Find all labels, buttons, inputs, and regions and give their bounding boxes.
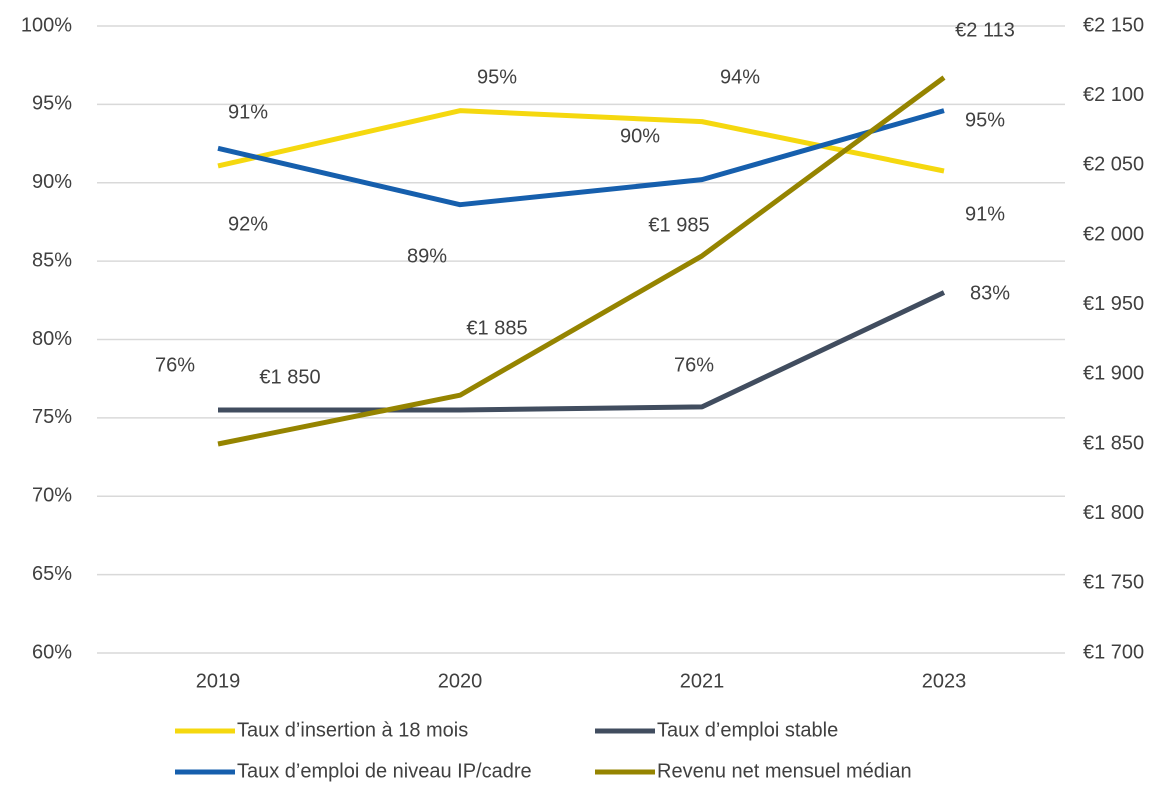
data-label: 90% bbox=[620, 125, 660, 147]
series-line bbox=[217, 75, 946, 447]
y-tick-label: 70% bbox=[32, 485, 72, 507]
legend-label: Revenu net mensuel médian bbox=[657, 760, 912, 782]
y-tick-label: 95% bbox=[32, 93, 72, 115]
y2-tick-label: €1 800 bbox=[1083, 502, 1144, 524]
data-label: 89% bbox=[407, 245, 447, 267]
y-tick-label: 100% bbox=[21, 14, 72, 36]
y2-tick-label: €2 050 bbox=[1083, 154, 1144, 176]
data-label: 95% bbox=[965, 109, 1005, 131]
x-tick-label: 2021 bbox=[680, 670, 725, 692]
data-label: 91% bbox=[965, 203, 1005, 225]
y-tick-label: 75% bbox=[32, 406, 72, 428]
y2-tick-label: €1 700 bbox=[1083, 641, 1144, 663]
data-label: 76% bbox=[674, 354, 714, 376]
y2-tick-label: €1 850 bbox=[1083, 432, 1144, 454]
y2-tick-label: €2 000 bbox=[1083, 223, 1144, 245]
data-label: 95% bbox=[477, 66, 517, 88]
data-label: 92% bbox=[228, 213, 268, 235]
data-label: €1 985 bbox=[648, 214, 709, 236]
legend-label: Taux d’emploi de niveau IP/cadre bbox=[237, 760, 532, 782]
data-label: €1 885 bbox=[466, 317, 527, 339]
y2-tick-label: €1 750 bbox=[1083, 572, 1144, 594]
series-line bbox=[218, 290, 946, 413]
y-tick-label: 60% bbox=[32, 641, 72, 663]
legend-label: Taux d’emploi stable bbox=[657, 719, 838, 741]
y-tick-label: 90% bbox=[32, 171, 72, 193]
data-label: 83% bbox=[970, 282, 1010, 304]
series-line bbox=[217, 108, 945, 208]
data-label: 76% bbox=[155, 354, 195, 376]
data-label: 94% bbox=[720, 66, 760, 88]
y-tick-label: 65% bbox=[32, 563, 72, 585]
x-tick-label: 2023 bbox=[922, 670, 967, 692]
y2-tick-label: €2 100 bbox=[1083, 84, 1144, 106]
y2-tick-label: €1 950 bbox=[1083, 293, 1144, 315]
y2-tick-label: €1 900 bbox=[1083, 363, 1144, 385]
data-label: €1 850 bbox=[259, 366, 320, 388]
data-label: 91% bbox=[228, 101, 268, 123]
data-label: €2 113 bbox=[955, 19, 1015, 41]
y-tick-label: 85% bbox=[32, 249, 72, 271]
legend-label: Taux d’insertion à 18 mois bbox=[237, 719, 468, 741]
y-tick-label: 80% bbox=[32, 328, 72, 350]
y2-tick-label: €2 150 bbox=[1083, 14, 1144, 36]
x-tick-label: 2020 bbox=[438, 670, 483, 692]
x-tick-label: 2019 bbox=[196, 670, 241, 692]
